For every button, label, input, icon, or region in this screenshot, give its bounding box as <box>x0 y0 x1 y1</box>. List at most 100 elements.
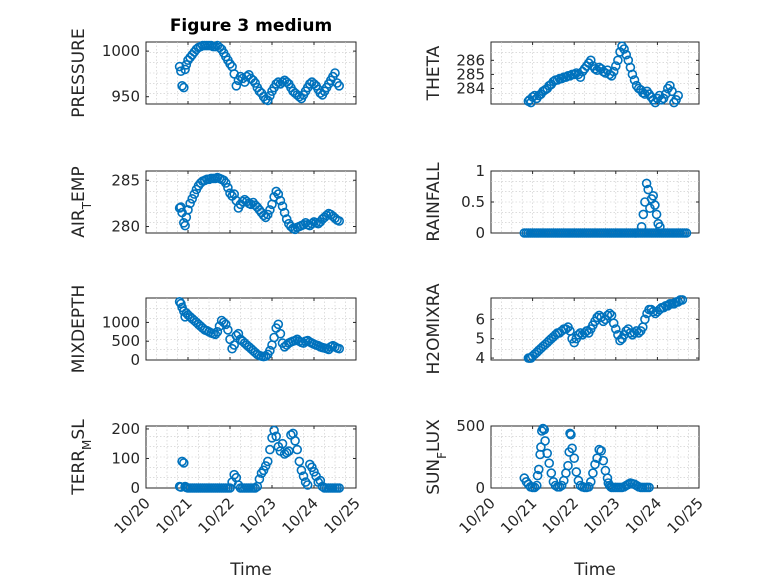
data-point <box>610 61 621 71</box>
data-point <box>260 461 271 471</box>
y-tick-label: 286 <box>456 51 485 69</box>
y-tick-label: 5 <box>475 330 485 348</box>
data-point <box>613 55 623 66</box>
data-point <box>677 295 688 305</box>
data-point <box>629 328 640 338</box>
data-point <box>571 467 582 477</box>
data-point <box>566 429 576 440</box>
y-tick-label: 500 <box>111 332 140 350</box>
y-tick-label: 0.5 <box>461 193 485 211</box>
data-series <box>174 296 345 362</box>
y-tick-label: 284 <box>456 80 485 98</box>
data-point <box>265 345 275 356</box>
data-point <box>254 474 265 484</box>
data-point <box>265 91 275 101</box>
y-tick-label: 0 <box>475 479 485 497</box>
data-point <box>179 458 189 468</box>
data-point <box>177 456 187 467</box>
y-tick-label: 1000 <box>102 313 140 331</box>
data-point <box>229 189 239 199</box>
data-point <box>681 228 692 238</box>
data-point <box>569 453 580 464</box>
data-point <box>334 81 345 91</box>
subplot-4: 0 0.5 1 RAINFALL <box>424 162 700 242</box>
data-point <box>330 68 340 78</box>
data-point <box>225 483 235 493</box>
data-point <box>608 318 619 329</box>
data-point <box>665 80 675 91</box>
data-point <box>271 186 282 197</box>
y-tick-label: 1 <box>475 162 485 180</box>
data-point <box>185 198 195 209</box>
data-point <box>269 425 279 436</box>
data-point <box>655 222 665 232</box>
data-point <box>585 476 596 487</box>
data-point <box>265 205 275 215</box>
y-tick-label: 0 <box>475 224 485 242</box>
data-point <box>546 468 557 478</box>
data-point <box>533 464 544 475</box>
data-point <box>304 79 315 89</box>
data-point <box>588 468 598 478</box>
data-point <box>640 314 650 325</box>
data-point <box>298 471 309 482</box>
data-point <box>538 423 548 434</box>
y-tick-label: 0 <box>130 351 140 369</box>
data-point <box>608 66 619 77</box>
data-point <box>619 44 629 54</box>
data-point <box>650 200 660 210</box>
data-point <box>250 78 260 88</box>
data-point <box>610 324 621 334</box>
data-point <box>262 95 273 106</box>
plot-area <box>490 170 700 234</box>
y-axis-label: MIXDEPTH <box>69 285 89 374</box>
data-point <box>292 444 303 455</box>
y-tick-label: 1000 <box>102 42 140 60</box>
data-point <box>279 207 290 218</box>
data-point <box>585 55 596 66</box>
y-tick-label: 500 <box>456 417 485 435</box>
data-point <box>544 458 555 469</box>
data-point <box>221 319 231 330</box>
data-point <box>602 310 613 321</box>
data-point <box>273 189 284 199</box>
data-point <box>531 480 542 491</box>
data-point <box>648 306 659 317</box>
data-point <box>210 329 221 340</box>
data-point <box>644 482 654 493</box>
data-point <box>334 216 345 226</box>
data-point <box>225 59 235 69</box>
data-point <box>183 205 193 215</box>
y-axis-label: H2OMIXRA <box>424 283 444 374</box>
y-tick-label: 100 <box>111 449 140 467</box>
data-series <box>519 178 692 238</box>
data-point <box>258 210 269 221</box>
data-point <box>223 182 233 193</box>
data-point <box>221 178 231 188</box>
data-point <box>294 456 305 467</box>
x-axis-label: Time <box>229 560 272 580</box>
data-point <box>290 435 300 446</box>
data-point <box>575 72 586 82</box>
data-point <box>590 459 600 470</box>
data-point <box>179 82 189 93</box>
data-point <box>262 456 273 467</box>
data-point <box>636 222 647 232</box>
data-point <box>643 184 654 195</box>
data-point <box>596 445 607 456</box>
data-point <box>598 455 609 466</box>
data-point <box>648 191 659 201</box>
data-series <box>174 172 345 235</box>
data-point <box>621 49 632 60</box>
data-point <box>250 483 260 493</box>
data-point <box>265 444 275 455</box>
data-point <box>296 465 307 476</box>
data-point <box>532 470 543 481</box>
data-point <box>529 482 540 493</box>
data-point <box>177 81 187 91</box>
data-point <box>180 64 190 75</box>
data-point <box>277 77 288 87</box>
